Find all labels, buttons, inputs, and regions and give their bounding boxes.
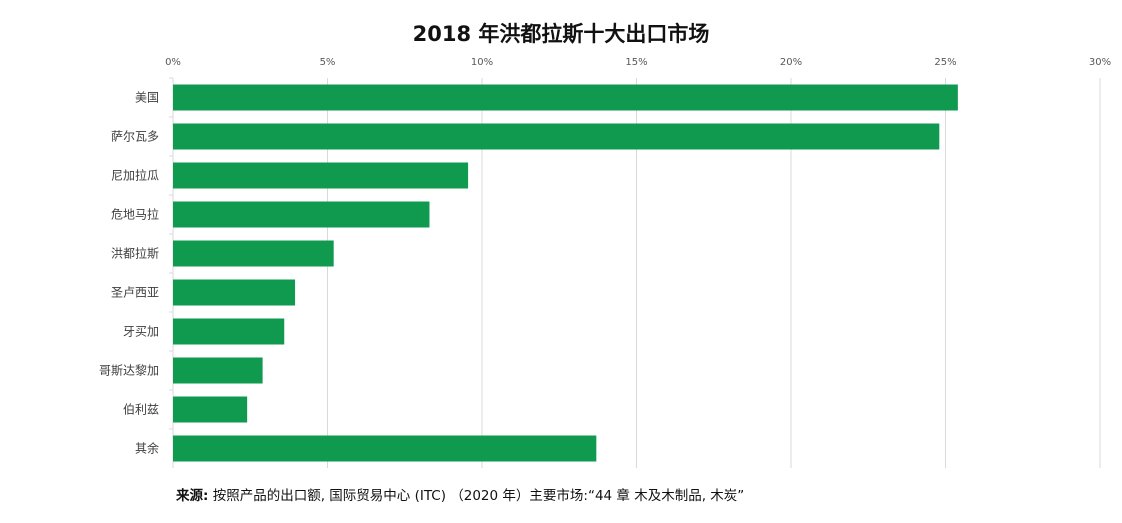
bar-4	[173, 240, 334, 267]
x-tick-label: 10%	[471, 57, 493, 68]
source-note: 来源: 按照产品的出口额, 国际贸易中心 (ITC) （2020 年）主要市场:…	[176, 484, 744, 504]
y-category-label: 哥斯达黎加	[99, 364, 159, 378]
y-category-label: 尼加拉瓜	[111, 168, 159, 183]
y-category-label: 萨尔瓦多	[111, 129, 159, 144]
bar-7	[173, 357, 263, 384]
y-category-label: 美国	[135, 91, 159, 105]
x-tick-label: 30%	[1089, 57, 1111, 68]
y-category-label: 圣卢西亚	[111, 285, 159, 300]
bar-1	[173, 123, 940, 150]
bar-2	[173, 162, 469, 189]
x-tick-label: 25%	[934, 57, 956, 68]
x-tick-label: 0%	[165, 57, 181, 68]
y-category-label: 危地马拉	[111, 207, 159, 222]
source-text: 按照产品的出口额, 国际贸易中心 (ITC) （2020 年）主要市场:“44 …	[208, 488, 745, 504]
chart-title: 2018 年洪都拉斯十大出口市场	[412, 22, 710, 46]
bar-5	[173, 279, 296, 306]
x-tick-label: 5%	[320, 57, 336, 68]
bar-3	[173, 201, 430, 228]
y-category-label: 其余	[135, 441, 159, 456]
bar-9	[173, 435, 597, 462]
source-label: 来源:	[176, 488, 209, 504]
bar-0	[173, 84, 958, 111]
y-category-label: 伯利兹	[123, 402, 159, 417]
x-tick-label: 15%	[625, 57, 647, 68]
bar-8	[173, 396, 248, 423]
bar-6	[173, 318, 285, 345]
x-tick-label: 20%	[780, 57, 802, 68]
y-category-label: 洪都拉斯	[111, 246, 159, 261]
y-category-label: 牙买加	[123, 325, 159, 339]
